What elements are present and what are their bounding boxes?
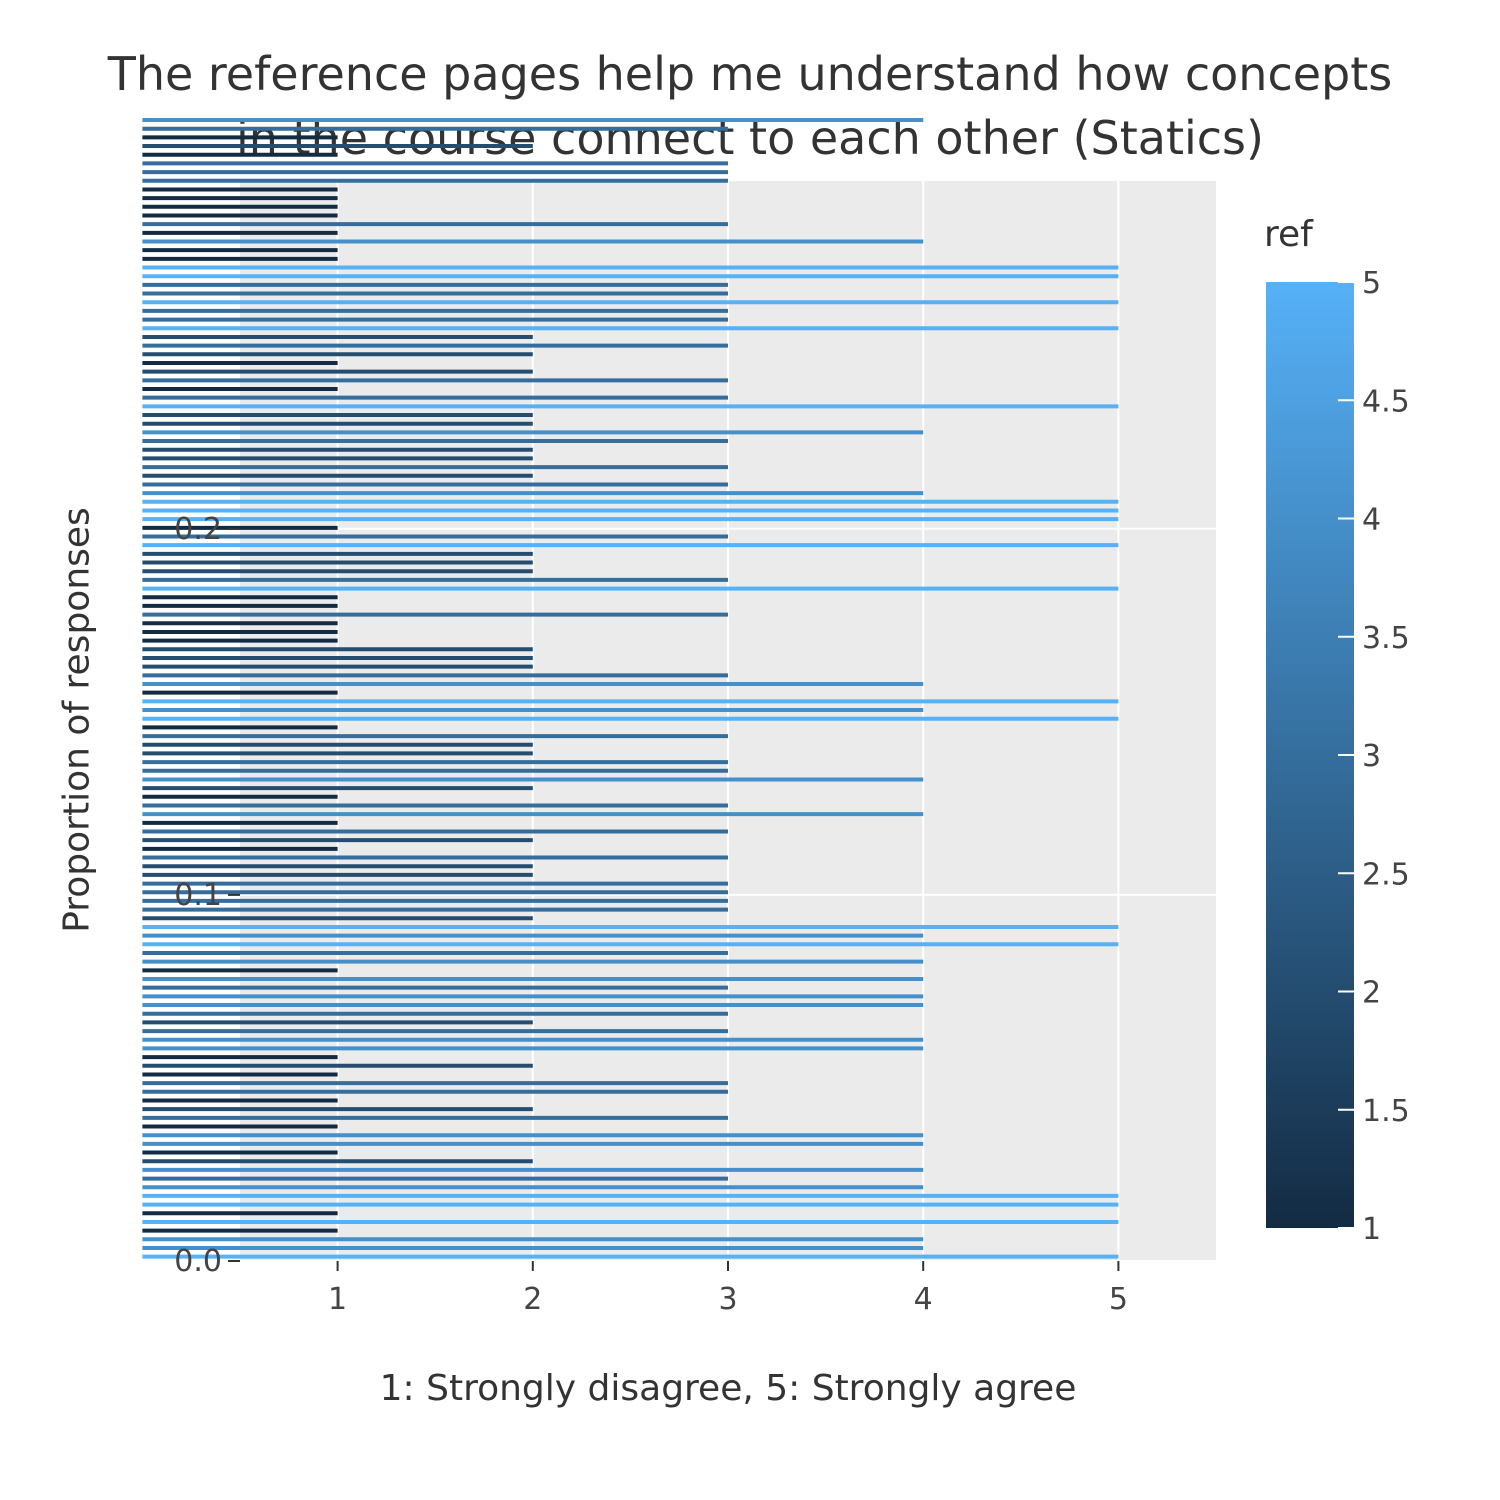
y-tick-label: 0.1 (174, 878, 222, 913)
bars-group (142, 118, 1119, 1259)
colorbar-tick-label: 1.5 (1362, 1094, 1410, 1129)
colorbar-tick-label: 1 (1362, 1212, 1381, 1247)
colorbar-tick-label: 2 (1362, 976, 1381, 1011)
grid-lines (240, 181, 1216, 1262)
x-tick-label: 3 (718, 1282, 737, 1317)
y-tick-label: 0.2 (174, 512, 222, 547)
x-tick-label: 1 (328, 1282, 347, 1317)
colorbar-tick-label: 3 (1362, 739, 1381, 774)
chart-title-line-1: The reference pages help me understand h… (107, 47, 1393, 101)
colorbar-title: ref (1264, 214, 1313, 255)
x-axis-label: 1: Strongly disagree, 5: Strongly agree (379, 1368, 1077, 1409)
colorbar-tick-label: 4 (1362, 503, 1381, 538)
colorbar-tick-label: 5 (1362, 266, 1381, 301)
colorbar-tick-label: 3.5 (1362, 621, 1410, 656)
x-tick-label: 4 (914, 1282, 933, 1317)
y-axis-label: Proportion of responses (56, 507, 98, 933)
colorbar-ticks: 1 1.5 2 2.5 3 3.5 4 4.5 5 (1338, 266, 1410, 1247)
x-tick-label: 5 (1109, 1282, 1128, 1317)
y-tick-label: 0.0 (174, 1244, 222, 1279)
x-tick-label: 2 (523, 1282, 542, 1317)
y-axis: 0.0 0.1 0.2 (174, 512, 240, 1279)
colorbar-tick-label: 4.5 (1362, 384, 1410, 419)
colorbar-tick-label: 2.5 (1362, 857, 1410, 892)
x-axis: 1 2 3 4 5 (328, 1261, 1128, 1317)
